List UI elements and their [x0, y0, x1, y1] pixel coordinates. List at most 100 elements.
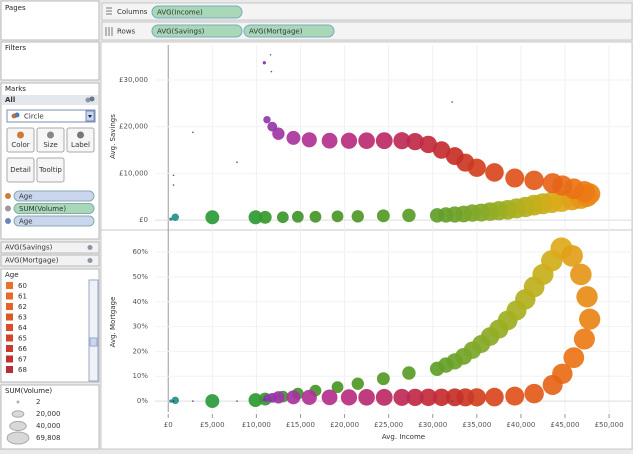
x-tick-label: £45,000 — [551, 421, 580, 429]
bubble — [309, 210, 322, 223]
mark-type-dropdown[interactable] — [6, 109, 96, 123]
marks-button-label: Tooltip — [38, 166, 62, 174]
marks-button-label: Label — [71, 141, 90, 149]
y-tick-label: £20,000 — [119, 123, 148, 131]
bubble — [192, 400, 194, 402]
age-swatch — [6, 303, 13, 310]
bubble — [375, 388, 393, 406]
bubble — [272, 127, 285, 140]
marks-button[interactable] — [66, 127, 95, 153]
age-legend-label: 62 — [18, 303, 27, 311]
size-legend-label: 40,000 — [36, 422, 61, 430]
bubble — [542, 374, 563, 395]
bubble — [172, 400, 175, 402]
bubble — [205, 394, 220, 409]
pages-title: Pages — [5, 4, 26, 12]
bubble — [358, 389, 375, 406]
age-swatch — [6, 282, 13, 289]
scroll-thumb[interactable] — [89, 337, 98, 347]
age-swatch — [6, 334, 13, 342]
bubble — [376, 209, 390, 223]
bubble — [258, 210, 272, 224]
bubble — [406, 388, 424, 406]
age-legend-label: 67 — [18, 356, 27, 364]
row-pill[interactable] — [243, 24, 335, 38]
marks-button[interactable] — [6, 127, 35, 153]
bubble — [351, 377, 364, 390]
bubble — [570, 263, 592, 286]
bubble — [301, 389, 317, 405]
y-tick-label: 40% — [132, 298, 148, 306]
y-tick-label: 50% — [132, 273, 148, 281]
age-swatch — [6, 313, 13, 321]
marks-all[interactable]: All — [5, 96, 15, 104]
size-legend-label: 2 — [36, 398, 40, 406]
bubble — [171, 396, 180, 405]
columns-label: Columns — [117, 8, 148, 16]
bubble — [248, 210, 263, 225]
bubble — [542, 173, 563, 194]
marks-all-bar — [2, 95, 98, 105]
bubble — [192, 131, 194, 134]
age-swatch — [6, 345, 13, 352]
mortgage-card[interactable] — [0, 254, 100, 267]
marks-button-label: Size — [43, 141, 57, 149]
button-icon — [77, 131, 84, 139]
age-legend — [0, 268, 100, 383]
x-tick-label: £5,000 — [200, 421, 225, 429]
age-legend-label: 64 — [18, 324, 27, 332]
bubble — [451, 101, 453, 103]
bubble — [205, 210, 220, 225]
bubble — [340, 132, 358, 149]
column-pill[interactable] — [151, 5, 243, 19]
age-legend-label: 61 — [18, 293, 27, 301]
y-tick-label: £10,000 — [119, 169, 148, 177]
pill-label: Age — [19, 193, 33, 201]
bubble — [331, 210, 344, 223]
bubble — [432, 388, 451, 407]
size-swatch — [16, 400, 20, 404]
bubble — [432, 141, 451, 159]
bubble — [262, 398, 266, 402]
marks-pill[interactable] — [13, 215, 95, 227]
marks-pill[interactable] — [13, 190, 95, 202]
bubble — [321, 132, 338, 149]
bubble — [270, 399, 273, 402]
marks-button[interactable] — [36, 157, 65, 183]
bubble — [171, 213, 180, 221]
marks-button[interactable] — [36, 127, 65, 153]
size-legend-label: 69,808 — [36, 434, 61, 442]
bubble — [358, 132, 375, 150]
y-tick-label: 0% — [137, 397, 148, 405]
size-swatch — [6, 431, 30, 445]
bubble — [269, 54, 272, 56]
legend-scrollbar[interactable] — [88, 279, 99, 382]
size-swatch — [11, 410, 25, 418]
button-icon — [17, 131, 24, 139]
y-tick-label: 30% — [132, 323, 148, 331]
savings-card[interactable] — [0, 241, 100, 254]
bubble — [270, 70, 273, 73]
bubble — [340, 389, 358, 406]
bubble — [351, 210, 364, 223]
y-tick-label: 20% — [132, 347, 148, 355]
marks-icon — [85, 97, 91, 103]
row-pill-label: AVG(Savings) — [157, 28, 205, 36]
bubble — [524, 170, 544, 191]
bubble — [286, 130, 301, 145]
size-swatch — [9, 420, 27, 432]
row-pill[interactable] — [151, 24, 243, 38]
marks-button-label: Detail — [10, 166, 31, 174]
bubble — [524, 383, 544, 404]
bubble — [276, 211, 289, 224]
age-legend-label: 66 — [18, 345, 27, 353]
marks-pill[interactable] — [13, 203, 95, 214]
marks-button[interactable] — [6, 157, 35, 183]
rows-label: Rows — [117, 28, 136, 36]
bubble — [419, 135, 438, 154]
bubble — [248, 393, 263, 408]
pill-label: SUM(Volume) — [19, 205, 66, 213]
x-tick-label: £10,000 — [242, 421, 271, 429]
bubble — [561, 244, 583, 267]
bubble — [485, 163, 504, 182]
